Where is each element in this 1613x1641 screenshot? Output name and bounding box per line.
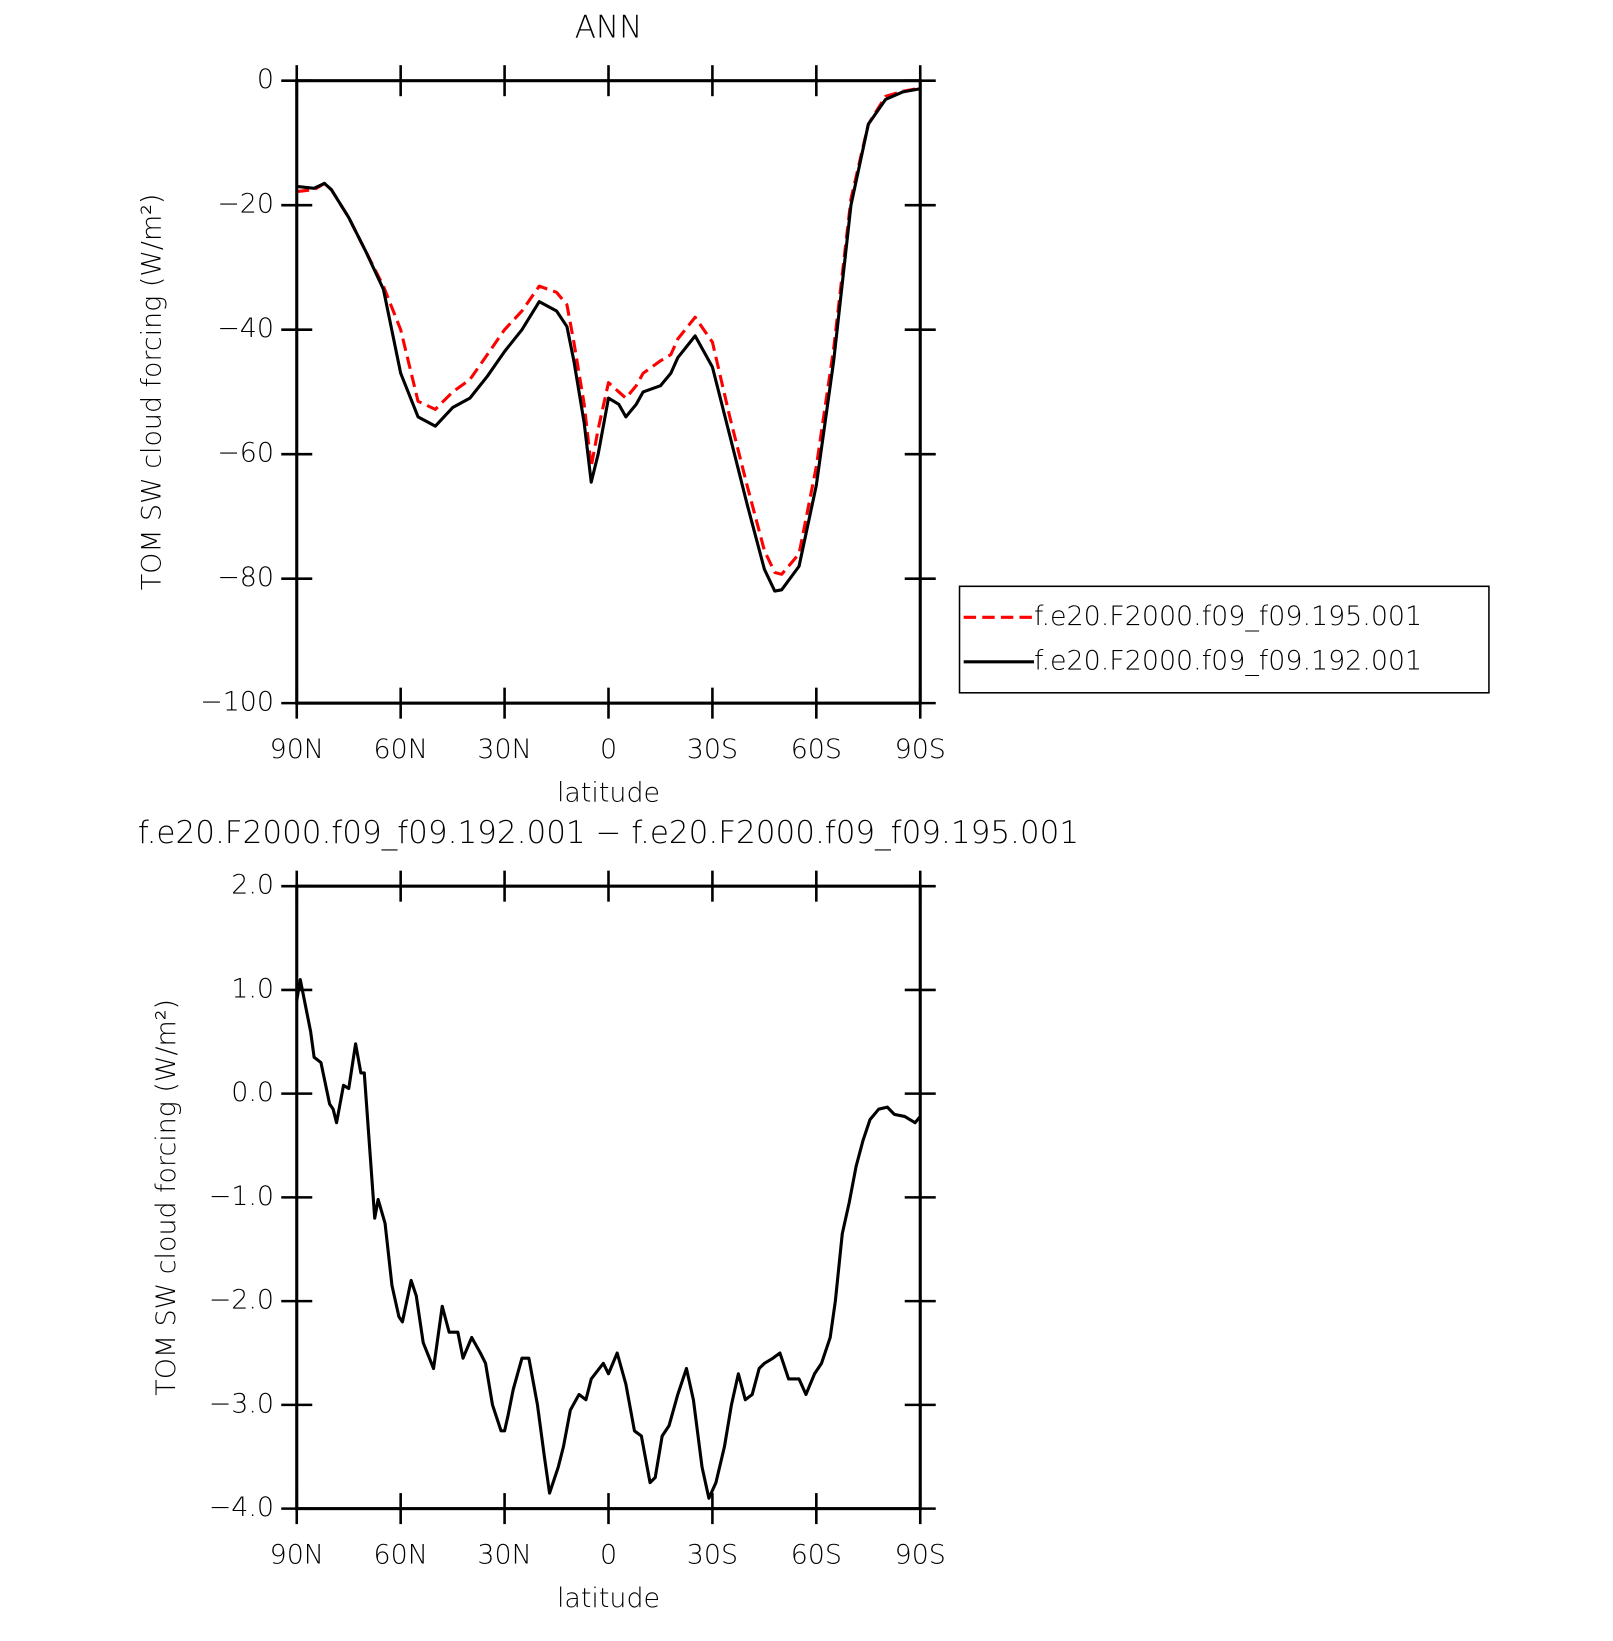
x-tick-label: 0 <box>600 1540 617 1571</box>
y-tick-label: 0 <box>257 64 274 95</box>
plot-frame <box>295 884 922 1511</box>
x-axis-label: latitude <box>557 778 660 809</box>
y-tick-label: −2.0 <box>209 1285 274 1316</box>
data-line <box>296 87 921 593</box>
legend-box <box>958 585 1490 694</box>
y-tick-label: 2.0 <box>231 870 274 901</box>
y-tick-label: −80 <box>217 562 274 593</box>
x-tick-label: 30S <box>687 734 738 765</box>
x-tick-label: 30N <box>477 734 531 765</box>
x-tick-label: 30S <box>687 1540 738 1571</box>
x-tick-label: 90S <box>895 734 946 765</box>
y-tick-label: 1.0 <box>231 973 274 1004</box>
x-tick-label: 60N <box>374 734 428 765</box>
x-tick-label: 60S <box>791 1540 842 1571</box>
y-tick-label: −40 <box>217 313 274 344</box>
y-tick-label: −100 <box>200 687 274 718</box>
y-tick-label: −3.0 <box>209 1388 274 1419</box>
x-axis-label: latitude <box>557 1583 660 1614</box>
x-tick-label: 90S <box>895 1540 946 1571</box>
legend-label: f.e20.F2000.f09_f09.192.001 <box>1034 645 1422 676</box>
y-axis-label: TOM SW cloud forcing (W/m²) <box>151 999 182 1396</box>
legend-label: f.e20.F2000.f09_f09.195.001 <box>1034 601 1422 632</box>
y-axis-label: TOM SW cloud forcing (W/m²) <box>137 194 168 591</box>
x-tick-label: 90N <box>270 1540 324 1571</box>
y-tick-label: 0.0 <box>231 1077 274 1108</box>
data-line <box>296 86 921 576</box>
chart-title: f.e20.F2000.f09_f09.192.001 − f.e20.F200… <box>138 815 1079 851</box>
x-tick-label: 60S <box>791 734 842 765</box>
plot-frame <box>295 79 922 705</box>
x-tick-label: 30N <box>477 1540 531 1571</box>
x-tick-label: 60N <box>374 1540 428 1571</box>
y-tick-label: −4.0 <box>209 1492 274 1523</box>
y-tick-label: −60 <box>217 438 274 469</box>
y-tick-label: −20 <box>217 189 274 220</box>
chart-title: ANN <box>575 9 643 45</box>
y-tick-label: −1.0 <box>209 1181 274 1212</box>
x-tick-label: 0 <box>600 734 617 765</box>
data-line <box>295 977 922 1500</box>
x-tick-label: 90N <box>270 734 324 765</box>
